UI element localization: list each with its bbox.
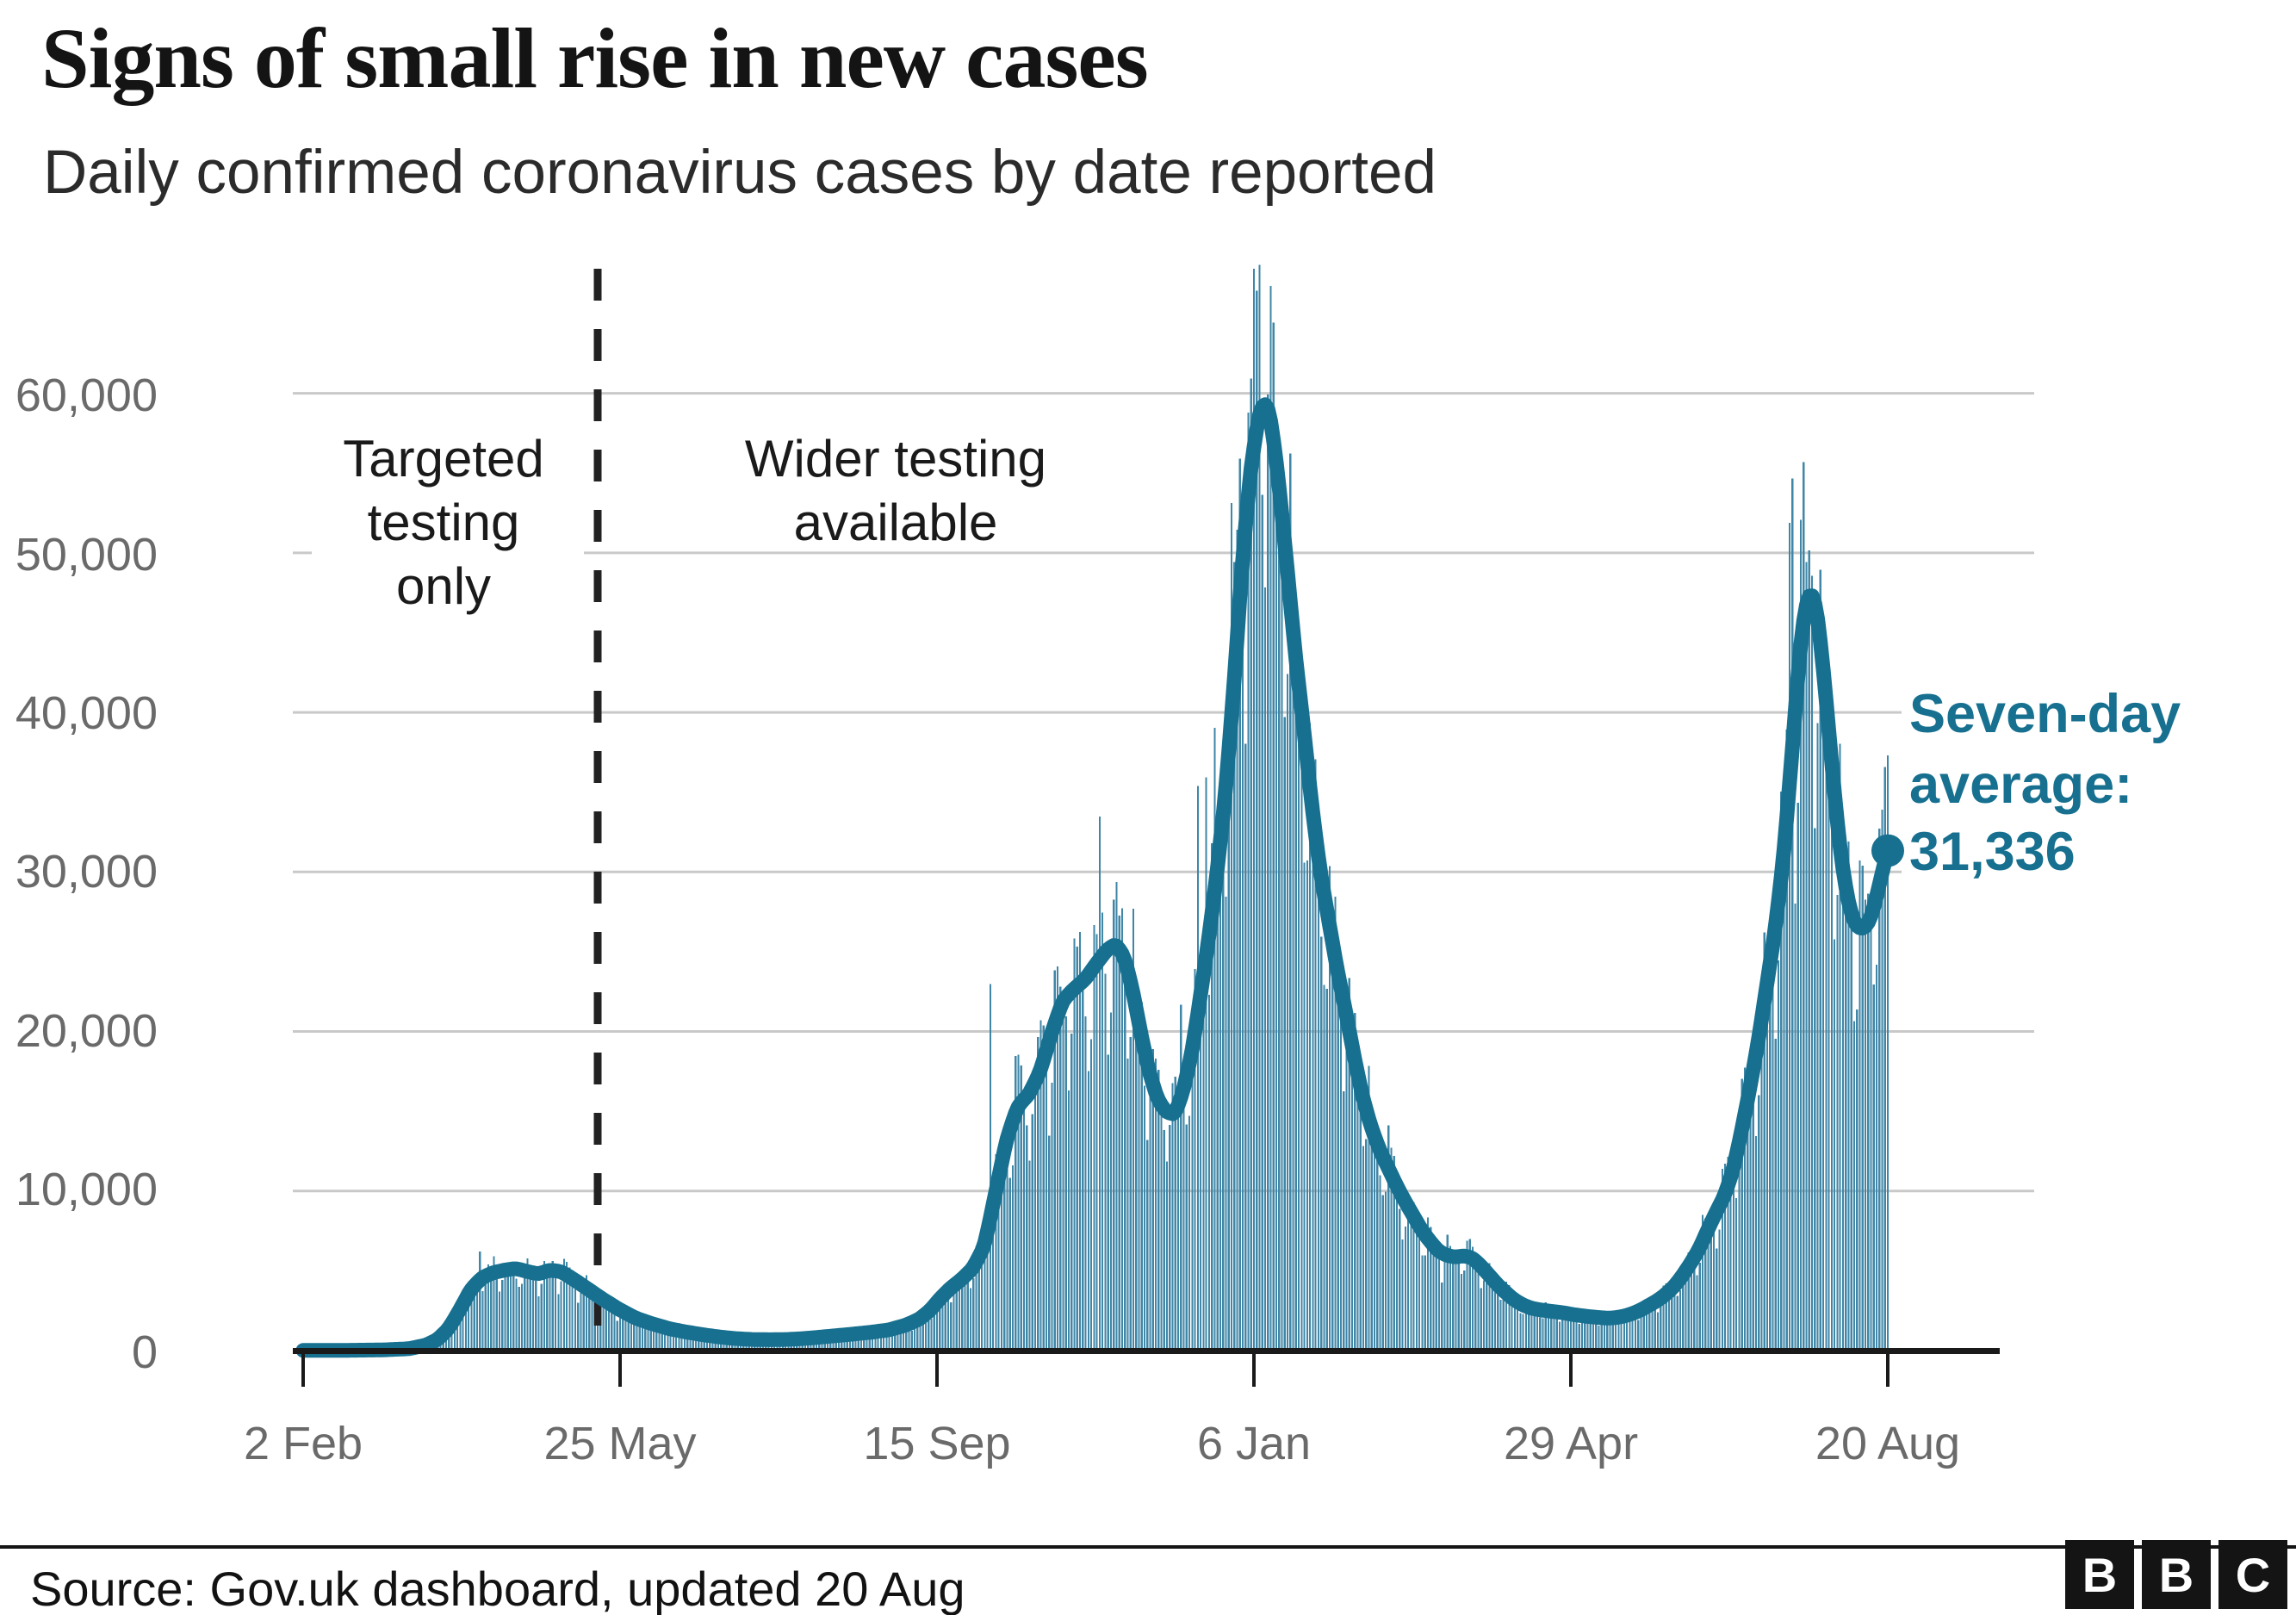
daily-cases-bars (366, 264, 1890, 1351)
x-tick-label: 20 Aug (1815, 1418, 1960, 1469)
note-line: 31,336 (1909, 822, 2076, 882)
x-tick-label: 15 Sep (863, 1418, 1010, 1469)
bbc-logo-letter: B (2065, 1540, 2134, 1609)
y-tick-label: 0 (132, 1326, 158, 1378)
bbc-logo-letter: C (2218, 1540, 2287, 1609)
targeted-note-mask (312, 403, 584, 620)
note-line: testing (368, 494, 520, 551)
note-line: available (794, 494, 998, 551)
x-tick-label: 29 Apr (1504, 1418, 1638, 1469)
y-tick-label: 20,000 (16, 1005, 158, 1057)
x-tick-label: 25 May (543, 1418, 696, 1469)
seven-day-average-line (295, 397, 1904, 1358)
chart-subtitle: Daily confirmed coronavirus cases by dat… (43, 139, 1437, 207)
y-tick-label: 10,000 (16, 1164, 158, 1215)
note-line: only (396, 557, 491, 615)
x-tick-label: 2 Feb (244, 1418, 363, 1469)
x-axis-line (293, 1348, 2000, 1354)
y-tick-label: 60,000 (16, 370, 158, 421)
seven-day-note-mask (1902, 668, 2296, 883)
y-tick-label: 40,000 (16, 687, 158, 739)
page-title: Signs of small rise in new cases (41, 10, 1149, 106)
footer-divider (0, 1545, 2296, 1549)
source-attribution: Source: Gov.uk dashboard, updated 20 Aug (30, 1562, 965, 1615)
seven-day-average-note: Seven-day average: 31,336 (1909, 684, 2181, 882)
note-line: Targeted (343, 430, 544, 488)
wider-testing-note: Wider testing available (745, 430, 1046, 551)
x-tick-label: 6 Jan (1197, 1418, 1311, 1469)
bbc-logo-letter: B (2142, 1540, 2211, 1609)
y-tick-label: 30,000 (16, 846, 158, 898)
note-line: Seven-day (1909, 684, 2181, 744)
bbc-logo: B B C (2065, 1540, 2287, 1609)
note-line: average: (1909, 755, 2132, 815)
x-axis-ticks (301, 1351, 1890, 1387)
y-tick-label: 50,000 (16, 529, 158, 581)
note-line: Wider testing (745, 430, 1046, 488)
targeted-testing-note: Targeted testing only (343, 430, 544, 615)
